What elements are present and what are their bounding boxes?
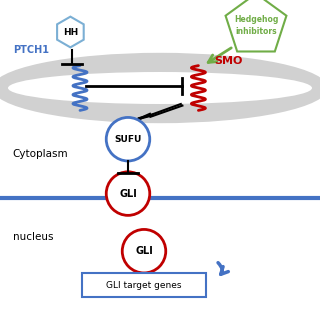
Text: HH: HH [63, 28, 78, 36]
Text: SMO: SMO [214, 56, 243, 66]
Circle shape [106, 172, 150, 215]
Ellipse shape [8, 72, 312, 104]
Text: GLI target genes: GLI target genes [106, 281, 182, 290]
FancyBboxPatch shape [82, 273, 206, 298]
Text: Hedgehog
inhibitors: Hedgehog inhibitors [234, 15, 278, 36]
Circle shape [106, 117, 150, 161]
Text: PTCH1: PTCH1 [13, 44, 49, 55]
Text: SUFU: SUFU [114, 135, 142, 144]
Text: nucleus: nucleus [13, 232, 53, 242]
Ellipse shape [0, 53, 320, 123]
Polygon shape [226, 0, 286, 52]
Text: Cytoplasm: Cytoplasm [13, 148, 68, 159]
Polygon shape [57, 17, 84, 47]
Text: GLI: GLI [135, 246, 153, 256]
Circle shape [122, 229, 166, 273]
Text: GLI: GLI [119, 188, 137, 199]
